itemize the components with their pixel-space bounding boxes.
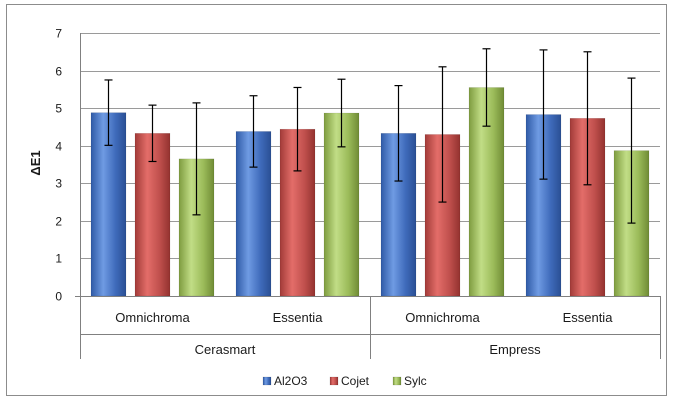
error-bars — [104, 48, 636, 224]
y-tick-label: 4 — [55, 140, 62, 154]
x-tick-label: Omnichroma — [115, 310, 190, 325]
x-group-label: Empress — [489, 342, 541, 357]
legend: Al2O3 Cojet Sylc — [262, 374, 427, 388]
legend-label: Cojet — [341, 374, 370, 388]
x-tick-label: Omnichroma — [405, 310, 480, 325]
y-axis-ticks: 0 1 2 3 4 5 6 7 — [55, 27, 62, 304]
y-tick-label: 7 — [55, 27, 62, 41]
x-tick-label: Essentia — [563, 310, 614, 325]
y-tick-label: 2 — [55, 215, 62, 229]
legend-swatch-cojet — [329, 376, 339, 386]
y-tick-label: 0 — [55, 290, 62, 304]
gridlines — [80, 33, 660, 259]
y-tick-label: 5 — [55, 102, 62, 116]
y-tick-label: 1 — [55, 252, 62, 266]
x-group-label: Cerasmart — [195, 342, 256, 357]
y-tick-label: 3 — [55, 177, 62, 191]
x-tick-label: Essentia — [273, 310, 324, 325]
x-axis: Omnichroma Essentia Cerasmart Omnichroma Ess… — [75, 33, 661, 359]
legend-label: Al2O3 — [274, 374, 308, 388]
y-axis-label: ΔE1 — [28, 150, 43, 175]
legend-label: Sylc — [404, 374, 427, 388]
legend-swatch-sylc — [392, 376, 402, 386]
y-tick-label: 6 — [55, 65, 62, 79]
legend-swatch-al2o3 — [262, 376, 272, 386]
bars — [90, 87, 650, 297]
